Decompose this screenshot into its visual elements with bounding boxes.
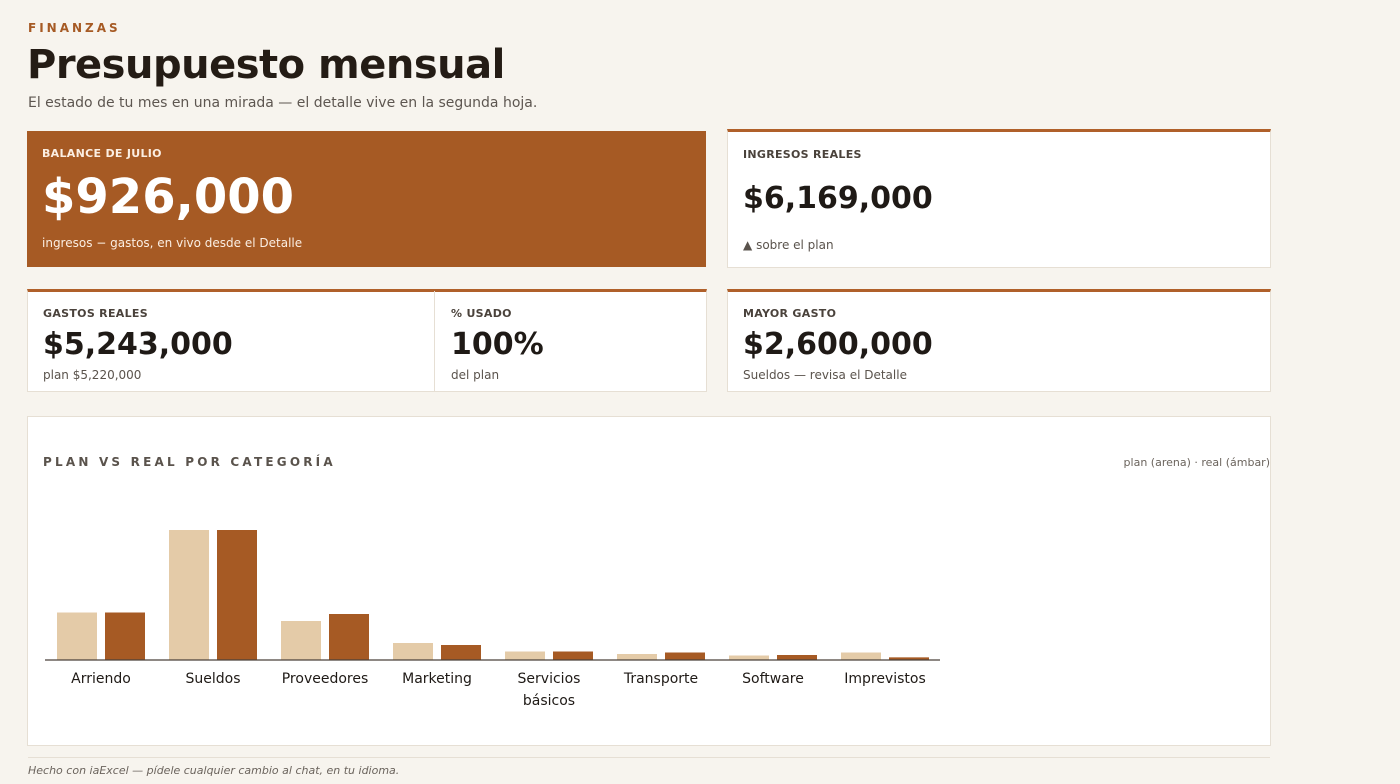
bar-plan-5	[617, 654, 657, 660]
gastos-value: $5,243,000	[43, 327, 233, 362]
section-eyebrow: FINANZAS	[28, 21, 121, 35]
mayor-gasto-label: MAYOR GASTO	[743, 307, 837, 320]
usado-subtext: del plan	[451, 368, 500, 382]
bar-real-4	[553, 651, 593, 660]
footer-divider	[28, 757, 1270, 758]
ingresos-label: INGRESOS REALES	[743, 148, 862, 161]
bar-real-0	[105, 612, 145, 660]
mayor-gasto-value: $2,600,000	[743, 327, 933, 362]
page-subtitle: El estado de tu mes en una mirada — el d…	[28, 95, 538, 111]
bar-real-2	[329, 614, 369, 660]
bar-plan-7	[841, 652, 881, 660]
x-tick-label: Imprevistos	[844, 671, 926, 687]
gastos-label: GASTOS REALES	[43, 307, 148, 320]
gastos-card: GASTOS REALES $5,243,000 plan $5,220,000…	[27, 289, 707, 392]
ingresos-card: INGRESOS REALES $6,169,000 ▲ sobre el pl…	[727, 129, 1271, 268]
x-tick-label: Sueldos	[185, 671, 240, 687]
gastos-subtext: plan $5,220,000	[43, 368, 142, 382]
kpi-divider	[434, 291, 435, 391]
bar-real-1	[217, 530, 257, 660]
balance-value: $926,000	[42, 169, 295, 225]
page-title: Presupuesto mensual	[27, 42, 505, 88]
bar-real-6	[777, 655, 817, 660]
mayor-gasto-subtext: Sueldos — revisa el Detalle	[743, 368, 907, 382]
x-tick-label: Transporte	[623, 671, 698, 687]
balance-card: BALANCE DE JULIO $926,000 ingresos − gas…	[27, 131, 706, 267]
triangle-up-icon: ▲	[743, 238, 753, 252]
bar-plan-6	[729, 655, 769, 660]
chart-title: PLAN VS REAL POR CATEGORÍA	[43, 455, 336, 469]
ingresos-subtext-label: sobre el plan	[756, 238, 834, 252]
bar-plan-0	[57, 612, 97, 660]
bar-real-5	[665, 652, 705, 660]
bar-real-3	[441, 645, 481, 660]
ingresos-value: $6,169,000	[743, 181, 933, 216]
x-tick-label: Proveedores	[282, 671, 369, 687]
bar-plan-4	[505, 651, 545, 660]
x-tick-label: Software	[742, 671, 804, 687]
chart-legend: plan (arena) · real (ámbar)	[1123, 456, 1270, 469]
x-tick-label: Marketing	[402, 671, 472, 687]
ingresos-subtext: ▲ sobre el plan	[743, 238, 834, 252]
bar-real-7	[889, 657, 929, 660]
bar-plan-2	[281, 621, 321, 660]
mayor-gasto-card: MAYOR GASTO $2,600,000 Sueldos — revisa …	[727, 289, 1271, 392]
balance-label: BALANCE DE JULIO	[42, 147, 162, 160]
x-tick-label: Servicios básicos	[518, 671, 581, 709]
bar-plan-1	[169, 530, 209, 660]
usado-label: % USADO	[451, 307, 512, 320]
usado-value: 100%	[451, 327, 544, 362]
balance-subtext: ingresos − gastos, en vivo desde el Deta…	[42, 236, 303, 250]
bar-plan-3	[393, 643, 433, 660]
x-tick-label: Arriendo	[71, 671, 131, 687]
footer-note: Hecho con iaExcel — pídele cualquier cam…	[28, 764, 400, 777]
